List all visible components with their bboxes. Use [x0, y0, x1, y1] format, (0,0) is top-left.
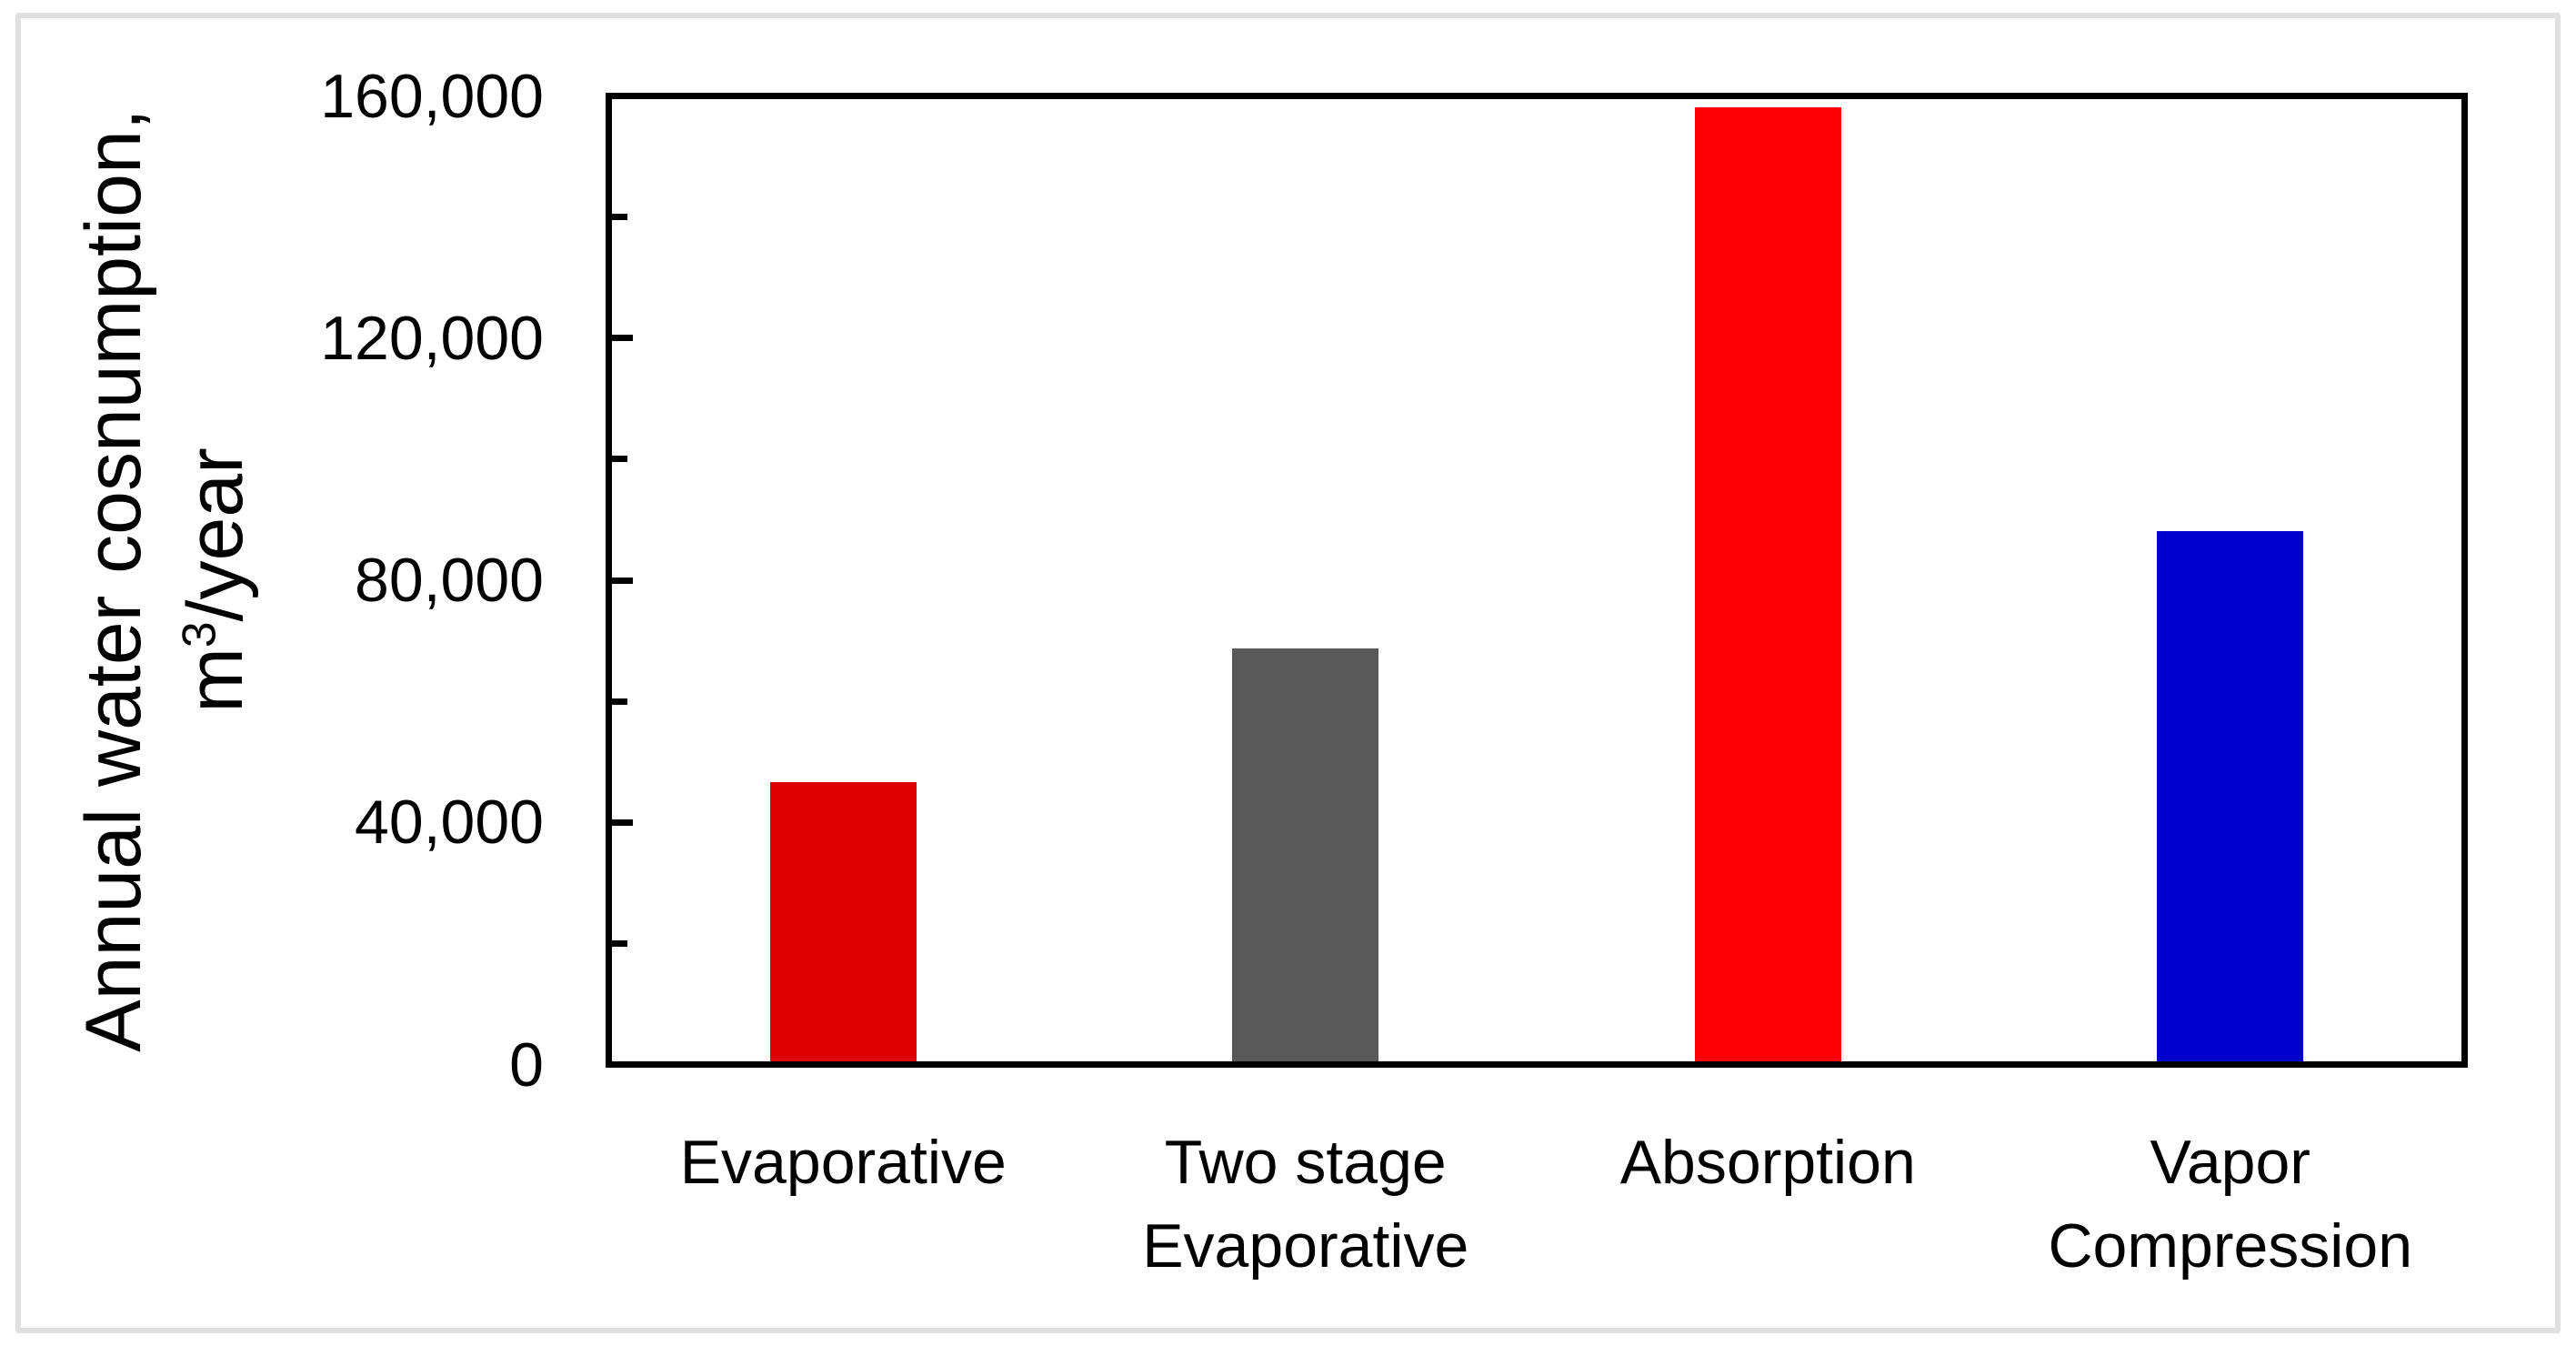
y-major-tick-mark [612, 577, 633, 584]
y-tick-label: 80,000 [355, 546, 544, 615]
y-tick-label: 120,000 [320, 303, 544, 373]
x-category-label-line: Compression [2048, 1211, 2413, 1281]
x-category-label-vapor-compression: Vapor Compression [1998, 1120, 2462, 1289]
bar-vapor-compression [2157, 531, 2304, 1065]
y-minor-tick-mark [612, 698, 627, 705]
y-tick-label: 0 [509, 1030, 544, 1100]
plot-area [606, 93, 2468, 1068]
y-major-tick-mark [612, 819, 633, 826]
y-minor-tick-mark [612, 939, 627, 947]
x-category-label-line: Evaporative [1142, 1211, 1469, 1281]
x-category-label-absorption: Absorption [1536, 1120, 2000, 1204]
y-major-tick-mark [612, 335, 633, 342]
y-tick-label: 160,000 [320, 61, 544, 131]
x-category-label-line: Evaporative [679, 1128, 1007, 1197]
bar-evaporative [769, 782, 917, 1065]
bar-two-stage-evaporative [1232, 648, 1379, 1065]
x-category-label-line: Vapor [2150, 1128, 2310, 1197]
x-category-label-line: Two stage [1164, 1128, 1447, 1197]
x-category-label-two-stage-evaporative: Two stage Evaporative [1073, 1120, 1538, 1289]
superscript-3: 3 [172, 621, 226, 648]
bar-absorption [1694, 107, 1841, 1065]
y-minor-tick-mark [612, 214, 627, 221]
y-minor-tick-mark [612, 456, 627, 463]
y-tick-label: 40,000 [355, 788, 544, 858]
x-category-label-evaporative: Evaporative [611, 1120, 1076, 1204]
x-category-label-line: Absorption [1619, 1128, 1916, 1197]
